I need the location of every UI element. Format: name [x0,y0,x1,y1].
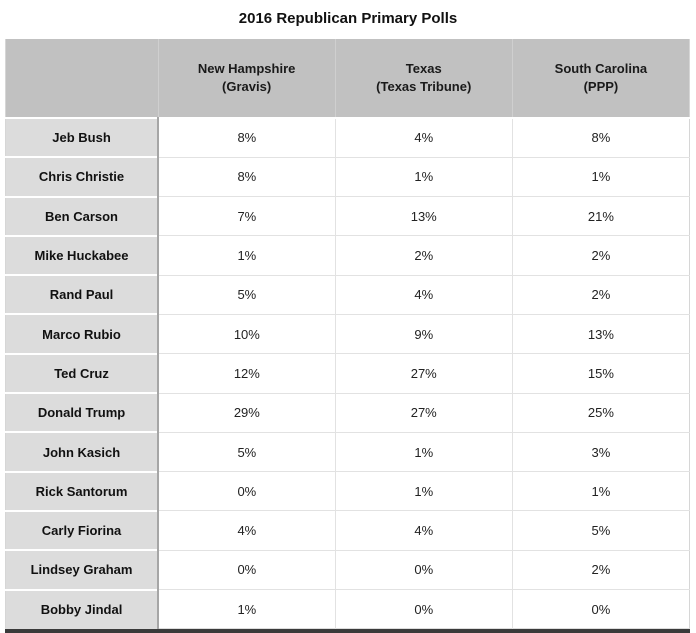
poll-value-cell: 9% [334,313,513,354]
candidate-name-cell: Chris Christie [5,156,160,197]
polls-table-grid: New Hampshire (Gravis) Texas (Texas Trib… [5,39,690,630]
poll-value-cell: 1% [334,431,513,472]
table-row: Ben Carson 7% 13% 21% [5,195,690,236]
poll-value-cell: 1% [158,235,336,276]
column-header-label: South Carolina [554,61,648,76]
poll-value-cell: 8% [158,118,336,158]
candidate-name-cell: Rick Santorum [5,470,160,511]
table-row: Marco Rubio 10% 9% 13% [5,313,690,354]
table-row: Lindsey Graham 0% 0% 2% [5,549,690,590]
column-header-label: New Hampshire [197,61,296,76]
poll-value-cell: 29% [158,392,336,433]
poll-value-cell: 7% [158,196,336,236]
poll-value-cell: 0% [158,471,336,511]
polls-table: New Hampshire (Gravis) Texas (Texas Trib… [5,39,690,633]
poll-value-cell: 25% [511,392,690,433]
poll-value-cell: 0% [334,589,513,629]
page-title: 2016 Republican Primary Polls [238,10,458,27]
candidate-name-cell: Donald Trump [5,392,160,433]
candidate-name-cell: Rand Paul [5,274,160,315]
poll-value-cell: 13% [511,313,690,354]
column-header-texas: Texas (Texas Tribune) [334,39,513,118]
poll-value-cell: 1% [334,471,513,511]
poll-value-cell: 4% [334,274,513,315]
poll-value-cell: 0% [158,549,336,590]
table-row: John Kasich 5% 1% 3% [5,431,690,472]
poll-value-cell: 1% [511,156,690,197]
poll-value-cell: 4% [334,118,513,158]
candidate-name-cell: John Kasich [5,431,160,472]
poll-value-cell: 2% [511,274,690,315]
column-header-sublabel: (Gravis) [222,79,272,94]
poll-value-cell: 8% [158,156,336,197]
poll-value-cell: 8% [511,118,690,158]
poll-value-cell: 27% [334,353,513,394]
column-header-new-hampshire: New Hampshire (Gravis) [157,39,336,118]
candidate-name-cell: Ted Cruz [5,352,160,394]
table-row: Mike Huckabee 1% 2% 2% [5,234,690,276]
candidate-name-cell: Lindsey Graham [5,549,160,590]
candidate-name-cell: Marco Rubio [5,313,160,354]
poll-value-cell: 27% [334,392,513,433]
candidate-name-cell: Mike Huckabee [5,234,160,276]
column-header-label: Texas [405,61,442,76]
table-row: Jeb Bush 8% 4% 8% [5,118,690,158]
poll-value-cell: 4% [334,510,513,551]
poll-value-cell: 4% [158,510,336,551]
column-header-sublabel: (PPP) [583,79,619,94]
poll-value-cell: 5% [158,431,336,472]
poll-value-cell: 2% [511,235,690,276]
poll-value-cell: 2% [334,235,513,276]
header-row: New Hampshire (Gravis) Texas (Texas Trib… [5,39,690,118]
table-row: Chris Christie 8% 1% 1% [5,156,690,197]
table-row: Rand Paul 5% 4% 2% [5,274,690,315]
candidate-name-cell: Jeb Bush [5,118,160,158]
poll-value-cell: 3% [511,431,690,472]
column-header-south-carolina: South Carolina (PPP) [511,39,690,118]
poll-value-cell: 15% [511,353,690,394]
candidate-name-cell: Bobby Jindal [5,588,160,629]
poll-value-cell: 0% [511,589,690,629]
table-row: Carly Fiorina 4% 4% 5% [5,509,690,551]
poll-value-cell: 12% [158,353,336,394]
table-row: Rick Santorum 0% 1% 1% [5,470,690,511]
corner-header-cell [5,39,159,118]
table-row: Ted Cruz 12% 27% 15% [5,352,690,394]
poll-value-cell: 1% [511,471,690,511]
poll-value-cell: 5% [511,510,690,551]
table-row: Bobby Jindal 1% 0% 0% [5,588,690,629]
poll-value-cell: 5% [158,274,336,315]
column-header-sublabel: (Texas Tribune) [376,79,472,94]
poll-value-cell: 2% [511,549,690,590]
poll-value-cell: 10% [158,313,336,354]
table-bottom-bar [5,629,690,633]
poll-value-cell: 1% [158,589,336,629]
candidate-name-cell: Carly Fiorina [5,509,160,551]
table-row: Donald Trump 29% 27% 25% [5,392,690,433]
poll-value-cell: 0% [334,549,513,590]
poll-value-cell: 21% [511,196,690,236]
poll-value-cell: 13% [334,196,513,236]
candidate-name-cell: Ben Carson [5,195,160,236]
poll-value-cell: 1% [334,156,513,197]
